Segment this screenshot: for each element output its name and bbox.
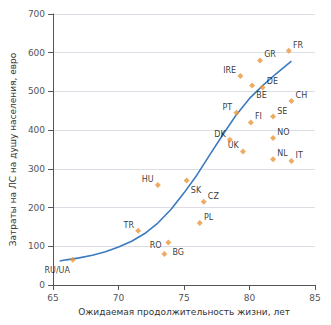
svg-text:70: 70 <box>113 293 125 303</box>
svg-text:SK: SK <box>191 186 202 195</box>
svg-text:IRE: IRE <box>223 66 236 75</box>
svg-text:500: 500 <box>28 86 45 96</box>
svg-text:GR: GR <box>264 50 276 59</box>
svg-text:BE: BE <box>256 91 267 100</box>
svg-text:RU/UA: RU/UA <box>45 266 71 275</box>
svg-text:NL: NL <box>277 149 288 158</box>
svg-text:CZ: CZ <box>208 192 220 201</box>
svg-text:DE: DE <box>267 77 278 86</box>
svg-text:85: 85 <box>309 293 320 303</box>
svg-text:RO: RO <box>150 241 162 250</box>
svg-text:65: 65 <box>47 293 58 303</box>
svg-text:300: 300 <box>28 164 45 174</box>
svg-text:SE: SE <box>277 107 287 116</box>
svg-text:75: 75 <box>178 293 189 303</box>
svg-text:Затраты на ЛС на душу населени: Затраты на ЛС на душу населения, евро <box>8 52 18 246</box>
svg-text:100: 100 <box>28 241 45 251</box>
svg-text:IT: IT <box>296 151 303 160</box>
svg-text:600: 600 <box>28 48 45 58</box>
svg-text:CH: CH <box>296 91 308 100</box>
svg-text:FI: FI <box>255 112 262 121</box>
svg-text:200: 200 <box>28 203 45 213</box>
svg-text:NO: NO <box>277 128 289 137</box>
svg-text:BG: BG <box>172 248 184 257</box>
svg-text:TR: TR <box>123 221 135 230</box>
svg-text:PT: PT <box>223 103 233 112</box>
svg-text:UK: UK <box>228 141 240 150</box>
svg-text:700: 700 <box>28 9 45 19</box>
svg-text:0: 0 <box>39 280 45 290</box>
svg-text:HU: HU <box>142 175 154 184</box>
svg-text:Ожидаемая продолжительность жи: Ожидаемая продолжительность жизни, лет <box>78 307 290 317</box>
svg-text:DK: DK <box>214 130 226 139</box>
svg-text:FR: FR <box>293 41 304 50</box>
svg-text:400: 400 <box>28 125 45 135</box>
svg-text:80: 80 <box>244 293 256 303</box>
svg-text:PL: PL <box>204 213 214 222</box>
